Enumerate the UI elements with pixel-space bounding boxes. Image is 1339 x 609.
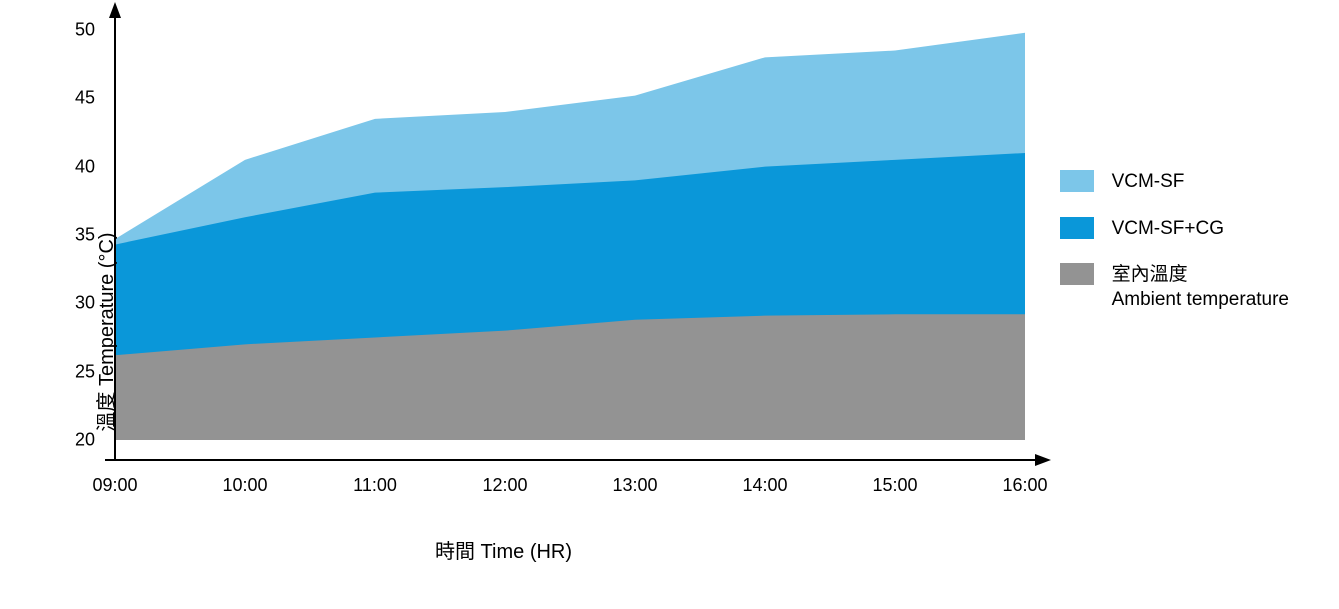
legend-label-line1: 室內溫度 — [1112, 264, 1188, 285]
x-tick-label: 11:00 — [353, 475, 397, 496]
legend: VCM-SF VCM-SF+CG 室內溫度 Ambient temperatur… — [1060, 170, 1289, 335]
legend-swatch — [1060, 263, 1094, 285]
y-tick-label: 40 — [75, 156, 95, 177]
y-tick-label: 35 — [75, 225, 95, 246]
x-tick-label: 16:00 — [1002, 475, 1047, 496]
legend-item: 室內溫度 Ambient temperature — [1060, 263, 1289, 312]
x-tick-label: 13:00 — [612, 475, 657, 496]
y-tick-label: 45 — [75, 88, 95, 109]
x-tick-label: 15:00 — [872, 475, 917, 496]
x-axis-arrow — [1035, 454, 1051, 466]
x-axis-label: 時間 Time (HR) — [435, 535, 572, 564]
x-tick-label: 10:00 — [222, 475, 267, 496]
legend-swatch — [1060, 217, 1094, 239]
y-tick-label: 50 — [75, 20, 95, 41]
legend-label: VCM-SF+CG — [1112, 217, 1224, 242]
legend-swatch — [1060, 170, 1094, 192]
legend-label: VCM-SF — [1112, 170, 1185, 195]
x-tick-label: 09:00 — [92, 475, 137, 496]
legend-label-line2: Ambient temperature — [1112, 289, 1289, 310]
x-tick-label: 14:00 — [742, 475, 787, 496]
x-tick-label: 12:00 — [482, 475, 527, 496]
y-tick-label: 30 — [75, 293, 95, 314]
y-axis-arrow — [109, 2, 121, 18]
legend-item: VCM-SF — [1060, 170, 1289, 195]
legend-item: VCM-SF+CG — [1060, 217, 1289, 242]
legend-label: 室內溫度 Ambient temperature — [1112, 263, 1289, 312]
y-tick-label: 20 — [75, 430, 95, 451]
area-chart: 溫度 Temperature (°C) 時間 Time (HR) 20 25 30 3… — [0, 0, 1339, 604]
y-tick-label: 25 — [75, 361, 95, 382]
y-axis-label: 溫度 Temperature (°C) — [90, 233, 119, 432]
